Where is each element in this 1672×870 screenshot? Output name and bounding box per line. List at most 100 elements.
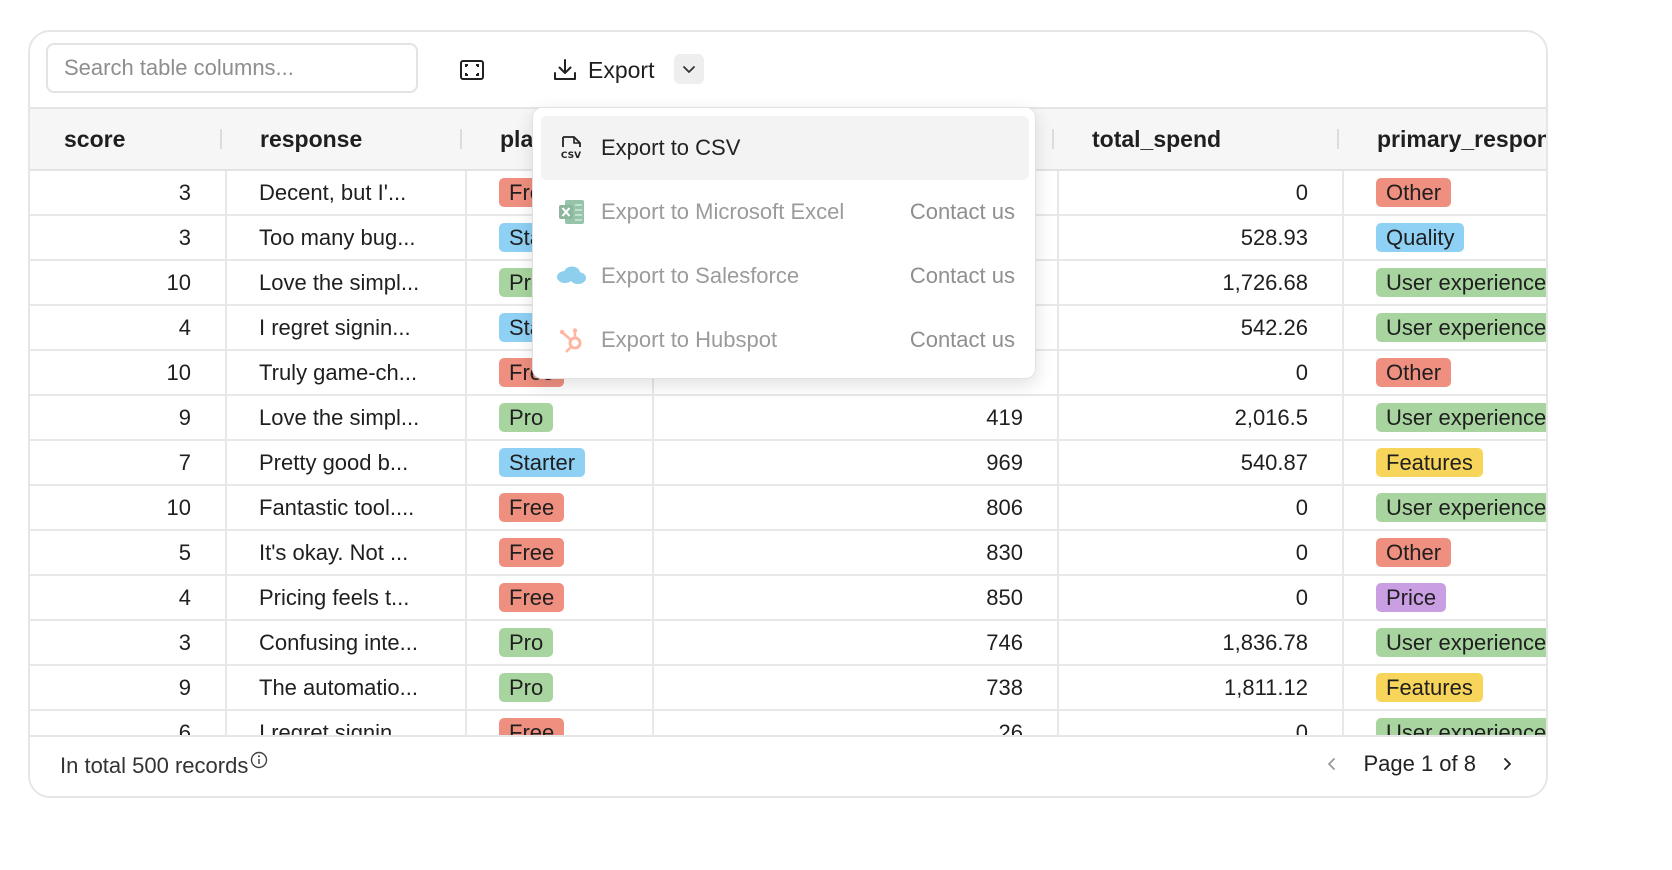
search-input[interactable] [48, 45, 416, 91]
plan-badge: Pro [499, 628, 554, 657]
cell-response: Pretty good b... [226, 440, 467, 486]
expand-icon [460, 60, 484, 80]
svg-text:CSV: CSV [561, 151, 581, 161]
column-resize-handle[interactable] [460, 129, 462, 149]
category-badge: User experience [1376, 718, 1546, 737]
menu-item-label: Export to CSV [601, 135, 741, 160]
table-row[interactable]: 9 The automatio... Pro 738 1,811.12 Features [30, 665, 1546, 711]
cell-primary-response: User experience [1343, 620, 1546, 666]
cell-response: Love the simpl... [226, 395, 467, 441]
export-dropdown-toggle[interactable] [674, 54, 704, 84]
cell-primary-response: Features [1343, 665, 1546, 711]
cell-response: Love the simpl... [226, 260, 467, 306]
export-dropdown-menu: CSV Export to CSV Export to Microsoft Ex… [532, 107, 1036, 379]
category-badge: Other [1376, 538, 1452, 567]
cell-value: 850 [653, 575, 1059, 621]
cell-total-spend: 540.87 [1058, 440, 1344, 486]
column-resize-handle[interactable] [220, 129, 222, 149]
cell-value: 746 [653, 620, 1059, 666]
pagination: Page 1 of 8 [1319, 751, 1520, 777]
cell-plan: Pro [466, 665, 654, 711]
cell-primary-response: User experience [1343, 395, 1546, 441]
cell-response: Too many bug... [226, 215, 467, 261]
cell-score: 6 [30, 710, 227, 737]
category-badge: Other [1376, 178, 1452, 207]
record-count: In total 500 records [60, 751, 268, 779]
table-row[interactable]: 10 Fantastic tool.... Free 806 0 User experie… [30, 485, 1546, 531]
cell-response: Confusing inte... [226, 620, 467, 666]
table-row[interactable]: 3 Confusing inte... Pro 746 1,836.78 User exp… [30, 620, 1546, 666]
cell-score: 5 [30, 530, 227, 576]
plan-badge: Free [499, 538, 565, 567]
cell-response: I regret signin... [226, 305, 467, 351]
cell-response: Fantastic tool.... [226, 485, 467, 531]
contact-us-label: Contact us [909, 199, 1015, 224]
table-scroll-area[interactable]: score response plan total_spend primary_… [30, 107, 1546, 737]
menu-item-export-excel[interactable]: Export to Microsoft Excel Contact us [541, 180, 1029, 244]
cell-total-spend: 0 [1058, 170, 1344, 216]
prev-page-button[interactable] [1319, 751, 1345, 777]
plan-badge: Starter [499, 448, 586, 477]
cell-plan: Free [466, 710, 654, 737]
cell-plan: Free [466, 575, 654, 621]
category-badge: User experience [1376, 493, 1546, 522]
plan-badge: Free [499, 493, 565, 522]
cell-total-spend: 0 [1058, 530, 1344, 576]
menu-item-label: Export to Microsoft Excel [601, 199, 845, 224]
column-header-score[interactable]: score [30, 109, 226, 171]
cell-total-spend: 0 [1058, 575, 1344, 621]
menu-item-export-hubspot[interactable]: Export to Hubspot Contact us [541, 308, 1029, 372]
cell-plan: Free [466, 485, 654, 531]
table-row[interactable]: 7 Pretty good b... Starter 969 540.87 Feature… [30, 440, 1546, 486]
menu-item-export-csv[interactable]: CSV Export to CSV [541, 116, 1029, 180]
category-badge: Quality [1376, 223, 1465, 252]
table-row[interactable]: 9 Love the simpl... Pro 419 2,016.5 User expe… [30, 395, 1546, 441]
fullscreen-button[interactable] [458, 56, 486, 84]
data-table: score response plan total_spend primary_… [30, 109, 1546, 737]
cell-value: 26 [653, 710, 1059, 737]
cell-total-spend: 542.26 [1058, 305, 1344, 351]
plan-badge: Free [499, 583, 565, 612]
cell-total-spend: 0 [1058, 710, 1344, 737]
next-page-button[interactable] [1494, 751, 1520, 777]
cell-score: 10 [30, 485, 227, 531]
cell-response: Decent, but I'... [226, 170, 467, 216]
table-row[interactable]: 4 Pricing feels t... Free 850 0 Price [30, 575, 1546, 621]
cell-primary-response: Other [1343, 170, 1546, 216]
info-icon[interactable] [250, 751, 268, 769]
column-header-total-spend[interactable]: total_spend [1058, 109, 1343, 171]
cell-primary-response: User experience [1343, 305, 1546, 351]
column-header-response[interactable]: response [226, 109, 466, 171]
menu-item-export-salesforce[interactable]: Export to Salesforce Contact us [541, 244, 1029, 308]
chevron-left-icon [1328, 758, 1336, 770]
cell-score: 7 [30, 440, 227, 486]
export-button[interactable]: Export [552, 54, 654, 86]
contact-us-label: Contact us [909, 327, 1015, 352]
column-resize-handle[interactable] [1052, 129, 1054, 149]
cell-primary-response: Price [1343, 575, 1546, 621]
download-icon [554, 59, 576, 80]
cell-response: Truly game-ch... [226, 350, 467, 396]
cell-plan: Pro [466, 395, 654, 441]
category-badge: User experience [1376, 403, 1546, 432]
csv-file-icon: CSV [555, 132, 587, 164]
column-header-primary-response[interactable]: primary_response [1343, 109, 1546, 171]
table-row[interactable]: 5 It's okay. Not ... Free 830 0 Other [30, 530, 1546, 576]
cell-plan: Pro [466, 620, 654, 666]
excel-icon [555, 196, 587, 228]
cell-total-spend: 1,726.68 [1058, 260, 1344, 306]
search-field[interactable] [46, 43, 418, 93]
category-badge: Features [1376, 673, 1483, 702]
chevron-right-icon [1504, 758, 1511, 770]
cell-score: 3 [30, 215, 227, 261]
contact-us-label: Contact us [909, 263, 1015, 288]
column-resize-handle[interactable] [1337, 129, 1339, 149]
cell-primary-response: Features [1343, 440, 1546, 486]
cell-score: 3 [30, 170, 227, 216]
salesforce-icon [555, 260, 587, 292]
cell-total-spend: 0 [1058, 350, 1344, 396]
menu-item-label: Export to Salesforce [601, 263, 800, 288]
plan-badge: Pro [499, 403, 554, 432]
cell-total-spend: 1,836.78 [1058, 620, 1344, 666]
